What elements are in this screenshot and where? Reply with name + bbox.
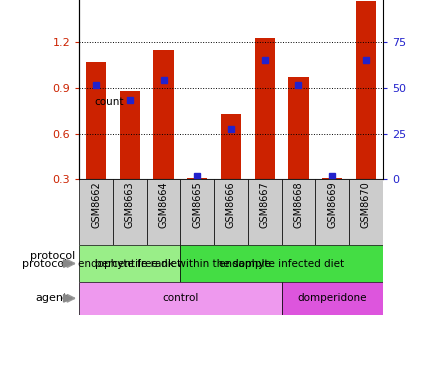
Text: percentile rank within the sample: percentile rank within the sample xyxy=(95,258,271,269)
Text: endophyte free diet: endophyte free diet xyxy=(78,258,181,269)
Text: endophyte infected diet: endophyte infected diet xyxy=(219,258,344,269)
Text: agent: agent xyxy=(35,293,67,303)
Bar xyxy=(79,282,282,315)
Text: GSM8664: GSM8664 xyxy=(158,181,169,228)
Text: GSM8666: GSM8666 xyxy=(226,181,236,228)
Bar xyxy=(79,245,180,282)
Bar xyxy=(147,179,180,245)
Text: GSM8668: GSM8668 xyxy=(293,181,304,228)
Bar xyxy=(282,282,383,315)
Bar xyxy=(356,1,376,179)
Text: GSM8665: GSM8665 xyxy=(192,181,202,228)
Bar xyxy=(79,179,113,245)
Bar xyxy=(248,179,282,245)
Text: protocol: protocol xyxy=(22,258,67,269)
Text: GSM8669: GSM8669 xyxy=(327,181,337,228)
Bar xyxy=(282,179,315,245)
Text: GSM8667: GSM8667 xyxy=(260,181,270,228)
Bar xyxy=(349,179,383,245)
Bar xyxy=(120,91,140,179)
Bar xyxy=(86,62,106,179)
Text: GSM8663: GSM8663 xyxy=(125,181,135,228)
Text: count: count xyxy=(95,97,124,108)
Bar xyxy=(113,179,147,245)
Bar xyxy=(214,179,248,245)
Text: control: control xyxy=(162,293,198,303)
Bar xyxy=(288,77,308,179)
Bar xyxy=(187,178,207,179)
Text: domperidone: domperidone xyxy=(297,293,367,303)
Bar xyxy=(154,50,174,179)
Bar xyxy=(221,114,241,179)
Text: GSM8670: GSM8670 xyxy=(361,181,371,228)
Bar xyxy=(315,179,349,245)
Bar xyxy=(180,245,383,282)
Bar xyxy=(180,179,214,245)
Bar xyxy=(322,178,342,179)
Bar xyxy=(255,37,275,179)
Text: protocol: protocol xyxy=(29,251,75,261)
Text: GSM8662: GSM8662 xyxy=(91,181,101,228)
